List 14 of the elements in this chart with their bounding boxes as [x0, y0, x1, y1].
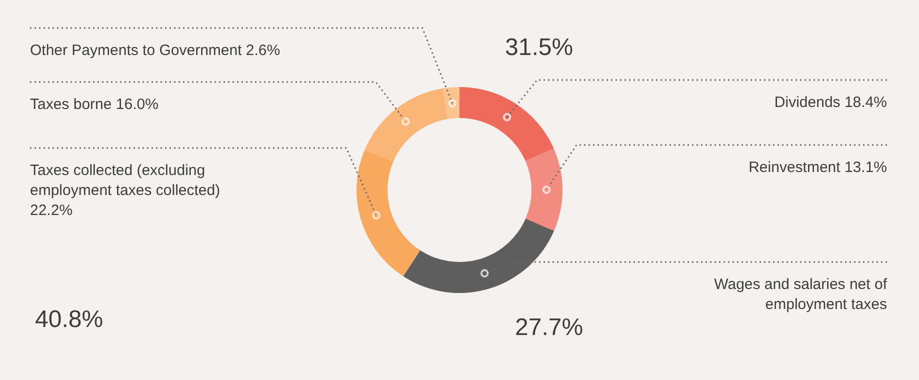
donut-slice — [525, 148, 562, 231]
slice-label: Wages and salaries net of employment taxes — [714, 276, 888, 313]
donut-slice — [364, 88, 448, 162]
text: 40.8% — [35, 306, 104, 333]
slice-label: Other Payments to Government 2.6% — [30, 42, 280, 59]
data-label: 22.2% — [30, 202, 73, 219]
donut-slice — [460, 87, 554, 161]
donut-slice — [356, 150, 420, 276]
slice-label: Reinvestment 13.1% — [748, 159, 887, 176]
slice-label: Dividends 18.4% — [774, 94, 887, 111]
slice-label: Taxes collected (excluding employment taxes collected) — [30, 162, 220, 199]
text: 27.7% — [515, 314, 584, 341]
slice-label: Taxes borne 16.0% — [30, 96, 158, 113]
text: 31.5% — [505, 34, 574, 61]
